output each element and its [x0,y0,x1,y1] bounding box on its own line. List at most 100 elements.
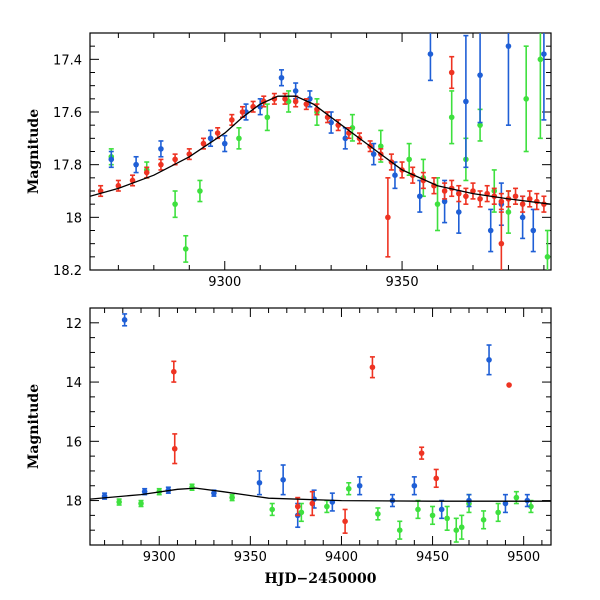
plot-area [90,33,551,270]
data-point-red [534,198,540,205]
data-point-red [470,188,476,194]
data-point-blue [292,88,299,94]
y-tick-label: 14 [65,376,82,391]
data-point-blue [427,51,434,57]
data-point-green [434,201,441,207]
data-point-green [138,500,144,507]
data-point-blue [256,479,263,486]
data-point-blue [477,72,483,78]
data-point-green [264,114,271,121]
data-point-blue [280,477,286,483]
data-point-blue [121,317,128,323]
x-tick-label: 9350 [386,275,419,290]
data-point-blue [211,490,217,496]
data-point-green [377,143,384,150]
top-panel: 9300 9350 17.4 17.6 17.8 18 18.2 Magnitude [26,32,552,290]
data-point-blue [411,482,418,489]
y-tick-label: 18 [65,211,82,226]
data-point-blue [530,227,537,234]
data-point-blue [392,172,398,178]
data-point-red [171,445,178,452]
data-point-blue [456,209,462,215]
data-point-red [129,177,136,184]
data-point-red [526,196,533,202]
data-point-red [448,69,455,76]
model-curve [90,95,551,205]
data-point-blue [108,156,115,163]
data-point-red [229,117,235,123]
data-point-green [406,156,412,163]
data-point-red [294,503,301,510]
data-point-blue [505,43,512,49]
data-point-green [458,524,465,531]
y-tick-label: 16 [65,435,82,450]
data-point-green [544,254,551,260]
plot-frame [89,307,552,546]
data-point-green [345,485,352,492]
data-point-green [429,512,436,519]
data-point-green [197,188,203,194]
data-point-green [528,503,534,510]
data-point-green [537,56,544,63]
data-point-green [116,499,122,505]
y-tick-label: 18.2 [53,264,82,279]
data-point-red [463,193,469,200]
data-point-green [396,527,403,533]
data-point-red [214,130,221,136]
data-point-blue [158,146,164,152]
x-tick-label: 9400 [325,550,358,565]
data-point-green [182,246,189,252]
data-point-red [143,169,150,176]
data-point-red [309,500,316,507]
data-point-green [480,517,487,523]
data-point-red [441,188,448,194]
data-point-blue [441,198,448,205]
x-axis-label: HJD−2450000 [265,571,377,587]
data-point-green [189,484,195,491]
data-point-red [303,101,310,107]
data-point-blue [438,506,445,513]
data-point-blue [416,193,423,200]
plot-area [90,313,551,543]
data-point-blue [221,140,228,147]
data-point-red [171,368,177,375]
data-point-green [477,122,483,128]
data-point-green [495,509,501,516]
data-point-green [236,135,242,142]
data-point-green [448,114,455,121]
data-point-red [385,214,391,221]
data-point-red [456,190,462,197]
data-point-green [453,527,460,533]
data-point-blue [342,135,349,142]
data-point-green [523,96,529,102]
y-axis-label: Magnitude [26,384,42,469]
data-point-red [477,196,483,202]
data-point-green [513,494,520,501]
data-point-blue [541,51,547,57]
data-point-green [324,503,330,510]
data-point-green [444,515,450,522]
data-point-green [415,506,421,513]
data-point-blue [307,96,313,102]
data-point-red [369,364,376,371]
x-tick-label: 9350 [234,550,267,565]
y-tick-label: 12 [65,317,82,332]
data-point-red [158,161,164,168]
data-point-red [433,475,440,482]
data-point-blue [519,214,526,221]
data-point-green [172,201,178,207]
data-point-blue [356,482,363,489]
data-point-red [282,96,288,102]
data-point-red [498,240,505,247]
y-tick-label: 17.4 [53,53,82,68]
x-tick-label: 9450 [416,550,449,565]
data-point-red [115,182,122,189]
data-point-red [239,109,246,115]
data-point-blue [133,161,139,168]
data-point-blue [370,151,377,157]
data-point-blue [463,98,469,105]
x-tick-label: 9300 [208,275,241,290]
data-point-blue [486,357,492,363]
y-axis-label: Magnitude [26,109,42,194]
